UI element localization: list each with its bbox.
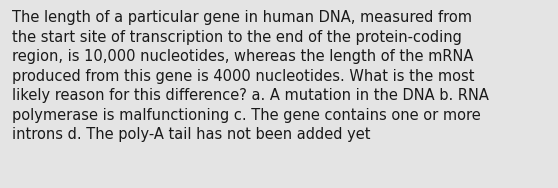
Text: The length of a particular gene in human DNA, measured from
the start site of tr: The length of a particular gene in human…: [12, 10, 489, 142]
